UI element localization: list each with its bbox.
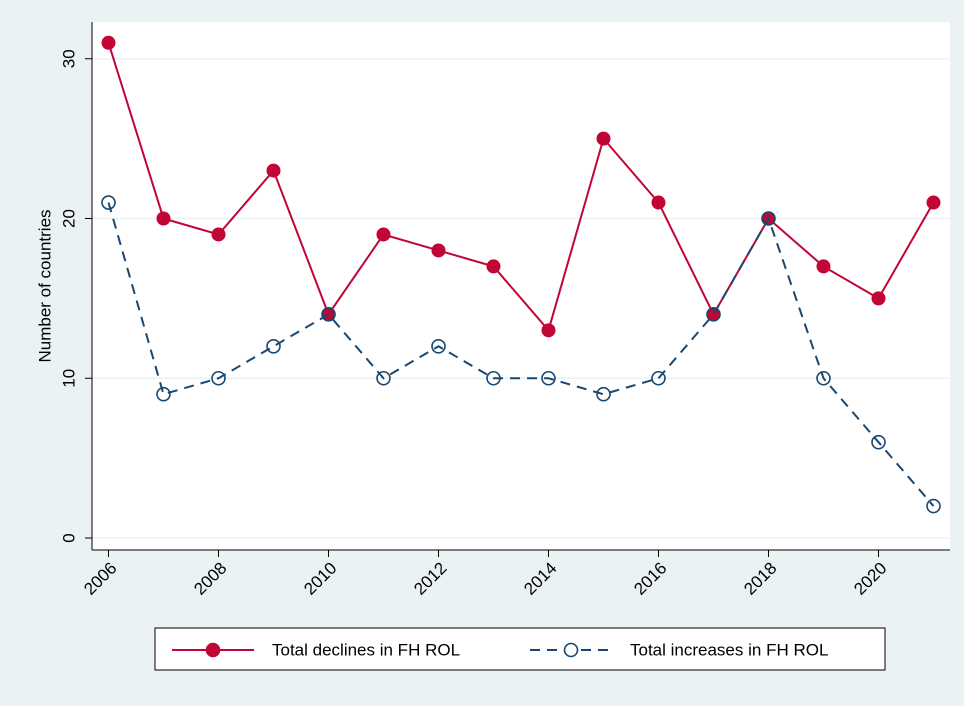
- y-tick-label: 0: [59, 533, 78, 542]
- marker: [211, 370, 226, 386]
- marker: [761, 211, 776, 226]
- marker: [706, 307, 721, 322]
- marker: [156, 386, 171, 402]
- marker: [596, 131, 611, 146]
- legend-label: Total increases in FH ROL: [630, 640, 828, 659]
- marker: [266, 163, 281, 178]
- marker: [431, 243, 446, 258]
- marker: [266, 339, 281, 354]
- y-tick-label: 30: [59, 49, 78, 68]
- series-line: [107, 202, 935, 507]
- marker: [211, 227, 226, 242]
- marker: [431, 339, 446, 354]
- marker: [486, 259, 501, 274]
- marker: [816, 259, 831, 274]
- legend-box: [154, 627, 886, 671]
- marker: [541, 370, 556, 386]
- marker: [871, 291, 886, 306]
- marker: [926, 195, 941, 210]
- marker: [156, 211, 171, 226]
- plot-area: [92, 22, 950, 550]
- marker: [486, 370, 501, 386]
- y-tick-label: 10: [59, 369, 78, 388]
- y-axis-label: Number of countries: [35, 209, 54, 362]
- legend-marker: [563, 642, 579, 658]
- marker: [101, 35, 116, 50]
- series-line: [107, 42, 935, 333]
- marker: [376, 227, 391, 242]
- marker: [651, 370, 666, 386]
- marker: [541, 323, 556, 338]
- marker: [101, 195, 116, 210]
- marker: [376, 370, 391, 386]
- marker: [651, 195, 666, 210]
- y-tick-label: 20: [59, 209, 78, 228]
- marker: [871, 434, 886, 450]
- marker: [596, 386, 611, 402]
- legend-label: Total declines in FH ROL: [272, 640, 460, 659]
- marker: [816, 370, 831, 386]
- legend-marker: [205, 642, 221, 658]
- marker: [321, 307, 336, 322]
- marker: [926, 498, 941, 514]
